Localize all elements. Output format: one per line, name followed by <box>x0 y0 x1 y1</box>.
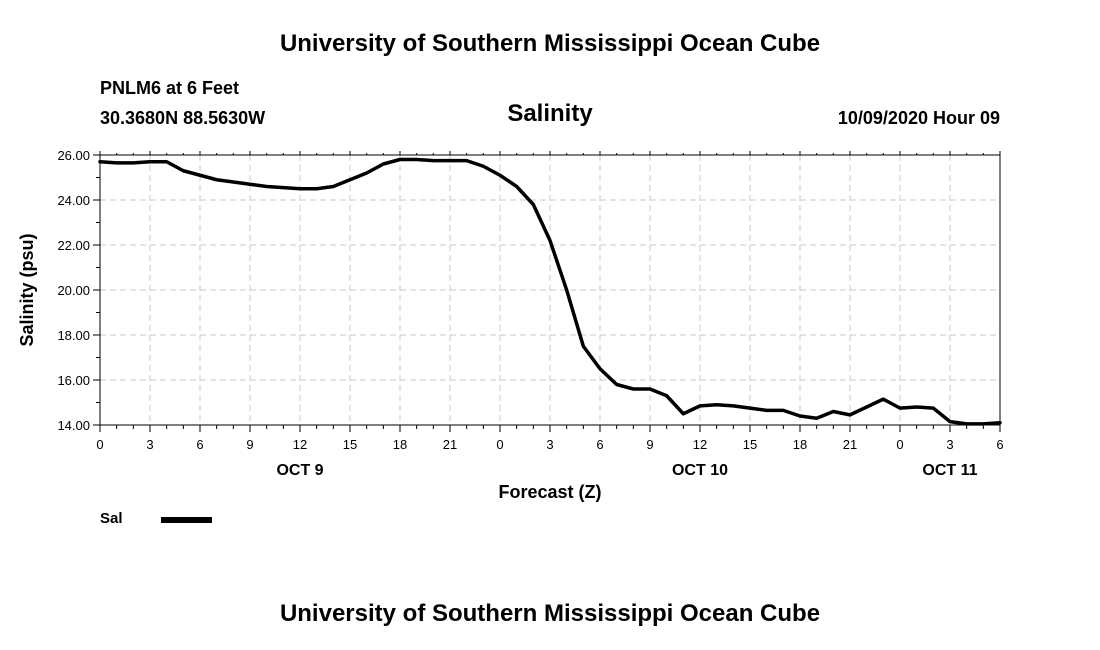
y-tick-label: 26.00 <box>57 148 90 163</box>
y-tick-label: 14.00 <box>57 418 90 433</box>
x-tick-label: 0 <box>896 437 903 452</box>
x-day-label: OCT 11 <box>922 462 977 479</box>
x-day-label: OCT 10 <box>672 462 728 479</box>
x-day-label: OCT 9 <box>276 462 323 479</box>
legend-label: Sal <box>100 510 123 527</box>
x-tick-label: 3 <box>146 437 153 452</box>
x-tick-label: 15 <box>743 437 757 452</box>
y-tick-label: 18.00 <box>57 328 90 343</box>
station-label: PNLM6 at 6 Feet <box>100 78 240 98</box>
x-tick-label: 3 <box>946 437 953 452</box>
y-tick-label: 20.00 <box>57 283 90 298</box>
x-tick-label: 18 <box>793 437 807 452</box>
y-tick-label: 24.00 <box>57 193 90 208</box>
coordinates-label: 30.3680N 88.5630W <box>100 108 266 128</box>
timestamp-label: 10/09/2020 Hour 09 <box>837 108 1000 128</box>
x-tick-label: 18 <box>393 437 407 452</box>
y-tick-label: 22.00 <box>57 238 90 253</box>
x-axis-label: Forecast (Z) <box>498 482 602 502</box>
x-tick-label: 15 <box>343 437 357 452</box>
x-tick-label: 3 <box>546 437 553 452</box>
chart-title: Salinity <box>507 100 593 127</box>
header-title: University of Southern Mississippi Ocean… <box>279 30 821 57</box>
footer-title: University of Southern Mississippi Ocean… <box>279 600 821 627</box>
y-tick-label: 16.00 <box>57 373 90 388</box>
x-tick-label: 12 <box>293 437 307 452</box>
series-line-sal <box>98 157 1002 426</box>
plot-frame <box>99 154 1001 426</box>
x-tick-label: 0 <box>96 437 103 452</box>
x-tick-label: 9 <box>246 437 253 452</box>
x-tick-label: 6 <box>996 437 1003 452</box>
y-axis-label: Salinity (psu) <box>17 233 37 346</box>
x-tick-label: 0 <box>496 437 503 452</box>
x-tick-label: 6 <box>196 437 203 452</box>
x-tick-label: 9 <box>646 437 653 452</box>
x-tick-label: 21 <box>443 437 457 452</box>
x-tick-label: 21 <box>843 437 857 452</box>
x-tick-label: 12 <box>693 437 707 452</box>
legend-line-swatch <box>161 517 212 523</box>
x-tick-label: 6 <box>596 437 603 452</box>
